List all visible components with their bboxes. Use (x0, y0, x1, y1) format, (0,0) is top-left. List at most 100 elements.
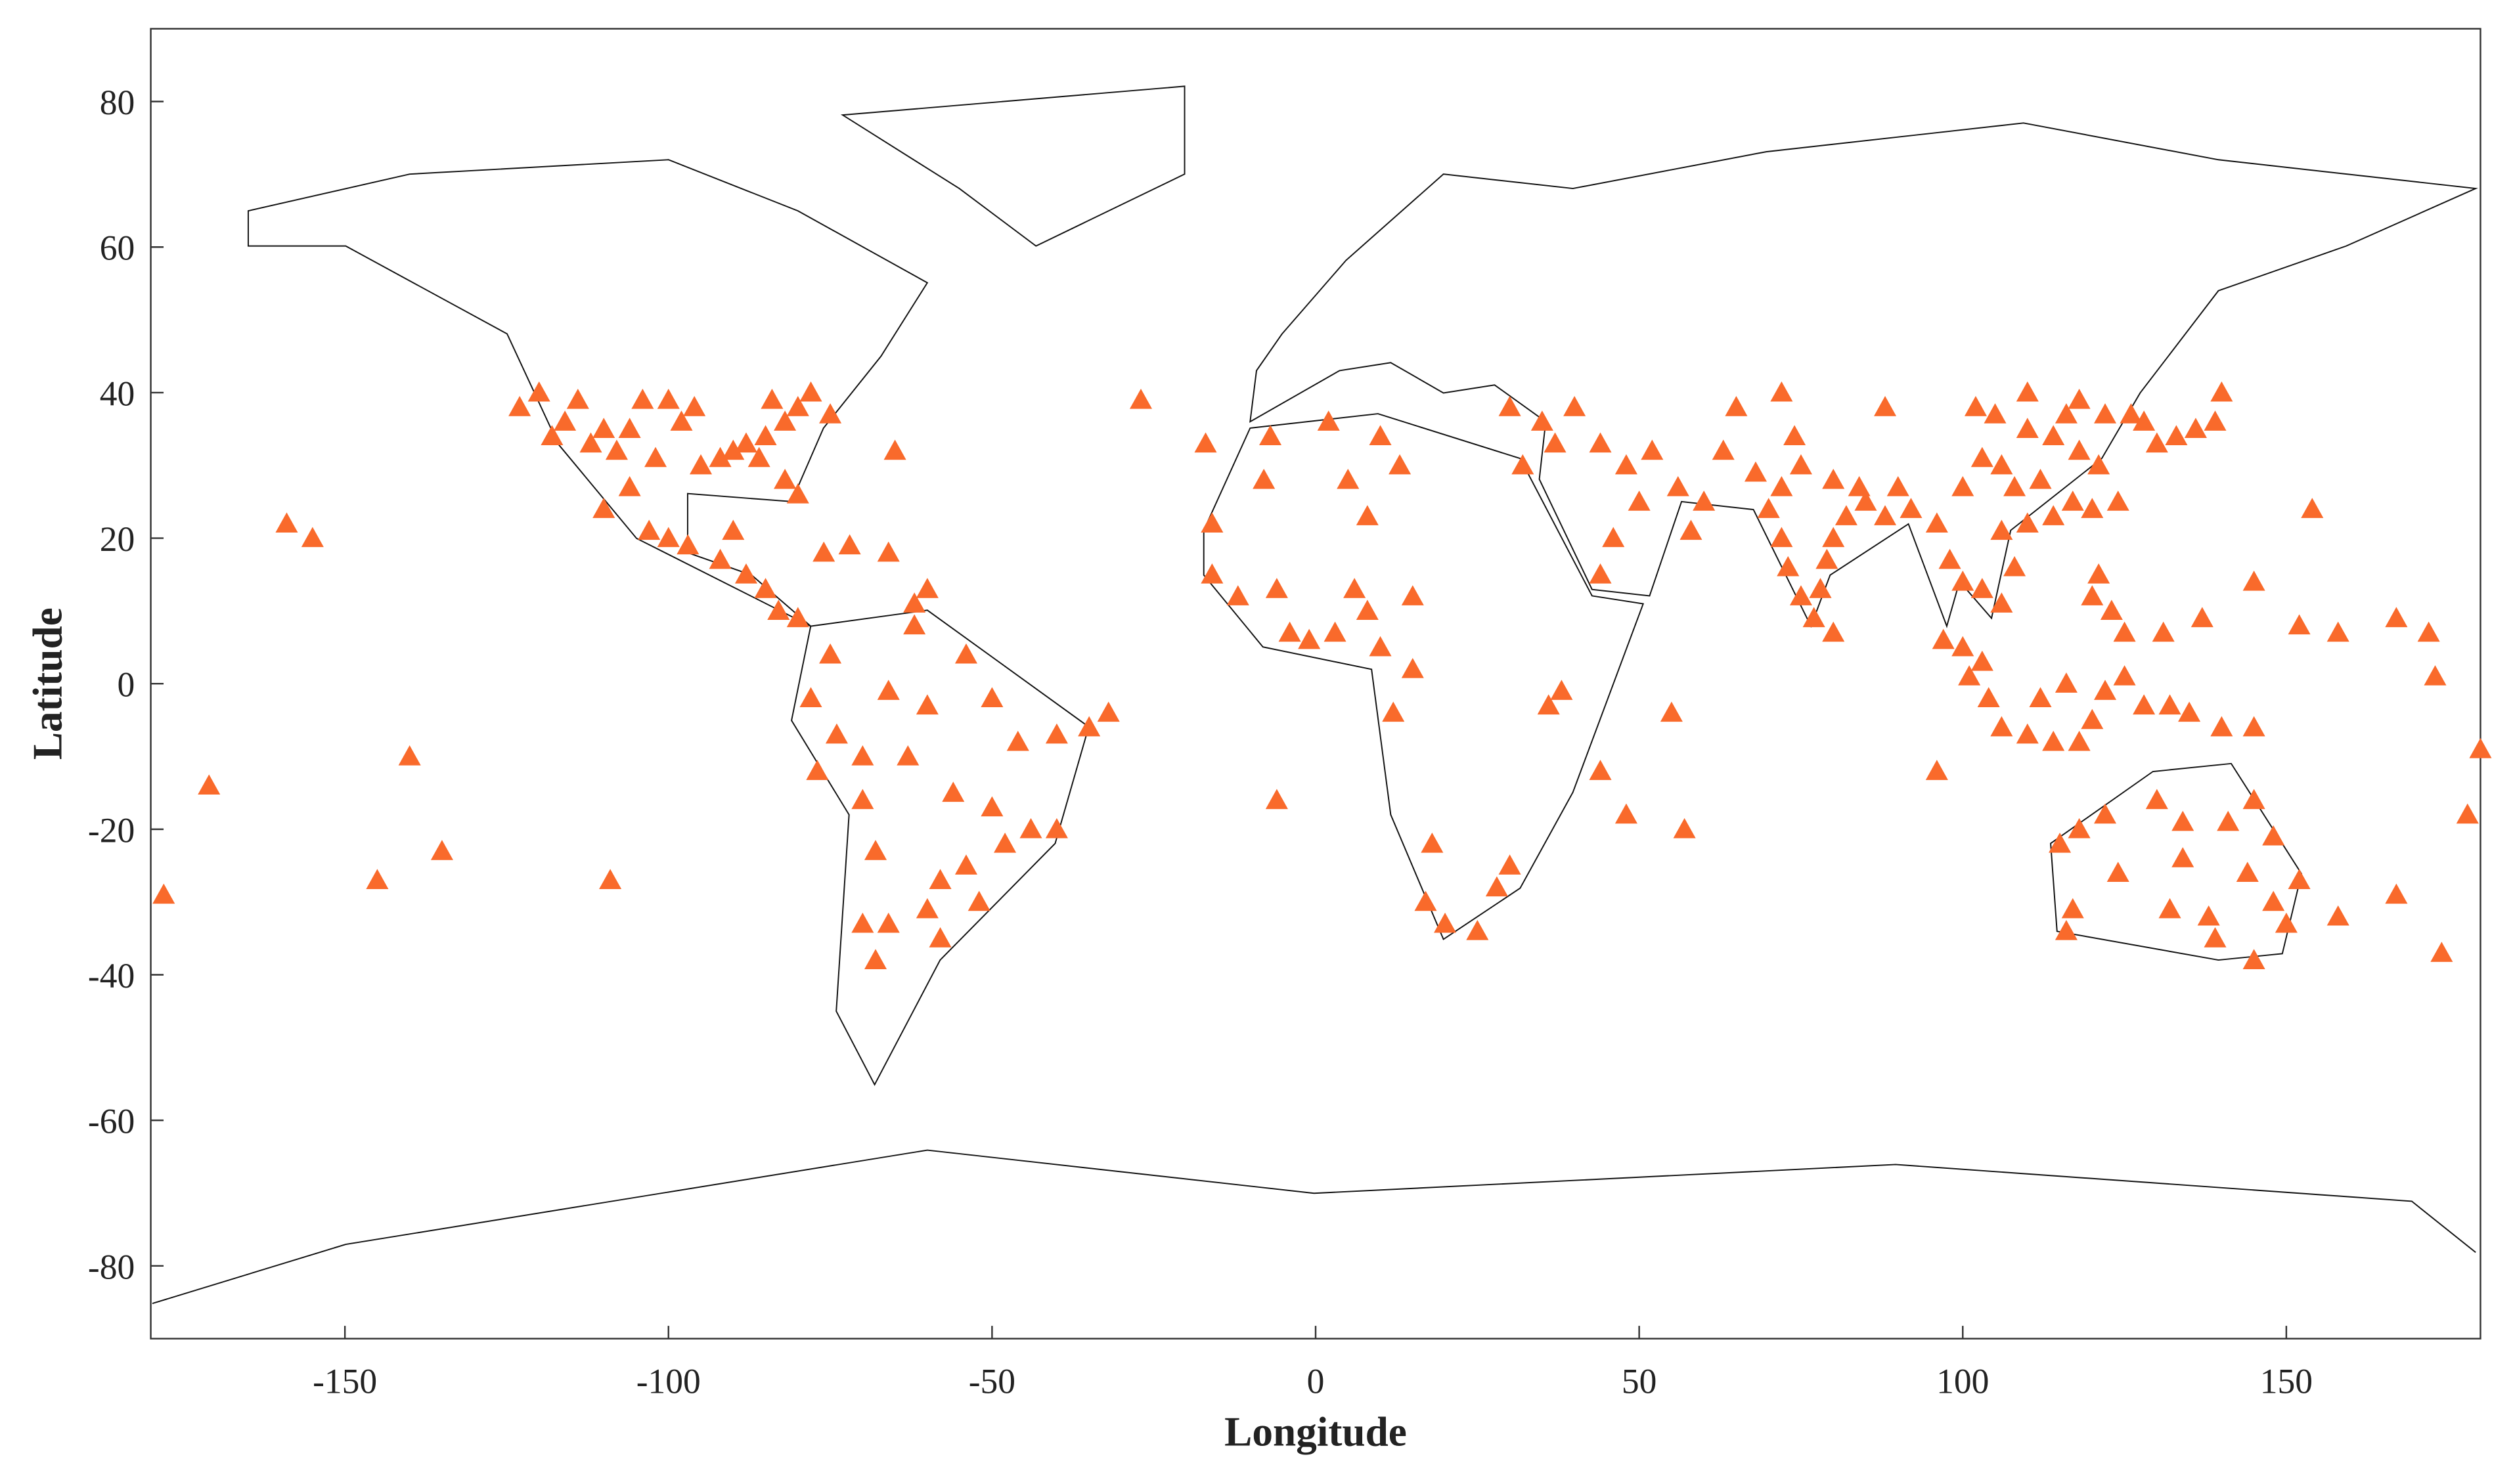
station-marker (1628, 491, 1651, 511)
station-marker (1421, 832, 1444, 853)
station-marker (1874, 396, 1897, 416)
station-marker (2210, 716, 2233, 737)
station-marker (2184, 418, 2207, 438)
station-marker (942, 781, 965, 802)
station-marker (1530, 410, 1553, 431)
station-marker (2049, 832, 2072, 853)
station-marker (2165, 425, 2188, 446)
station-marker (592, 498, 615, 518)
station-marker (2061, 491, 2084, 511)
station-marker (877, 912, 900, 933)
station-marker (2301, 498, 2324, 518)
station-marker (722, 519, 745, 540)
station-marker (981, 796, 1004, 817)
station-marker (1589, 432, 1612, 453)
x-tick-label: 50 (1622, 1361, 1657, 1401)
y-tick-label: 60 (100, 229, 135, 268)
station-marker (1693, 491, 1716, 511)
station-marker (774, 410, 797, 431)
world-map (152, 85, 2478, 1305)
station-marker (2087, 563, 2110, 584)
station-marker (1990, 592, 2013, 613)
station-marker (2385, 883, 2408, 904)
station-marker (786, 607, 809, 628)
station-marker (1951, 636, 1974, 657)
station-marker (1129, 388, 1153, 409)
station-marker (2016, 723, 2039, 744)
station-marker (2236, 862, 2259, 882)
station-marker (1770, 527, 1793, 548)
station-marker (398, 745, 421, 766)
continent-outline (840, 85, 1186, 247)
station-marker (722, 439, 745, 460)
station-marker (2210, 381, 2233, 402)
station-marker (1874, 505, 1897, 525)
station-marker (2068, 730, 2091, 751)
station-marker (1323, 621, 1346, 642)
station-marker (1854, 491, 1877, 511)
station-marker (1298, 628, 1321, 649)
station-marker (2158, 898, 2181, 919)
station-marker (1614, 454, 1637, 475)
station-marker (786, 396, 809, 416)
station-marker (2288, 869, 2311, 890)
station-marker (2133, 694, 2156, 715)
station-marker (683, 396, 706, 416)
station-marker (1802, 607, 1825, 628)
station-marker (1641, 439, 1664, 460)
station-marker (929, 869, 952, 890)
station-marker (1712, 439, 1735, 460)
y-tick-label: -80 (88, 1247, 135, 1286)
x-tick-label: 0 (1307, 1361, 1325, 1401)
station-marker (2029, 468, 2052, 489)
station-marker (2133, 410, 2156, 431)
station-marker (2120, 403, 2143, 424)
station-marker (1925, 760, 1948, 780)
continent-outline (152, 1149, 2476, 1305)
station-marker (1848, 475, 1871, 496)
station-marker (786, 483, 809, 504)
x-tick-label: 150 (2260, 1361, 2313, 1401)
station-marker (554, 410, 577, 431)
x-tick-label: -100 (636, 1361, 701, 1401)
station-marker (1414, 890, 1437, 911)
station-marker (954, 643, 978, 664)
station-marker (508, 396, 531, 416)
station-marker (1498, 396, 1521, 416)
station-marker (2204, 927, 2227, 948)
station-marker (2081, 498, 2104, 518)
station-marker (366, 869, 389, 890)
station-marker (1990, 519, 2013, 540)
station-marker (851, 745, 874, 766)
x-tick-label: -150 (313, 1361, 377, 1401)
station-marker (2061, 898, 2084, 919)
y-tick-label: 0 (117, 665, 135, 705)
y-tick-label: -60 (88, 1102, 135, 1141)
station-marker (599, 869, 622, 890)
station-marker (709, 548, 732, 569)
station-marker (1970, 447, 1993, 468)
station-marker (799, 381, 822, 402)
station-marker (2081, 585, 2104, 605)
station-marker (2042, 505, 2065, 525)
station-marker (1369, 636, 1392, 657)
station-marker (2178, 701, 2201, 722)
station-marker (2068, 439, 2091, 460)
station-marker (1589, 760, 1612, 780)
station-marker (689, 454, 713, 475)
station-marker (1815, 548, 1838, 569)
station-marker (579, 432, 602, 453)
station-marker (767, 600, 790, 621)
station-marker (754, 425, 777, 446)
station-marker (2326, 621, 2349, 642)
station-marker (430, 840, 453, 860)
station-marker (638, 519, 661, 540)
station-marker (1097, 701, 1120, 722)
station-marker (1550, 680, 1573, 700)
station-marker (566, 388, 589, 409)
station-marker (1900, 498, 1923, 518)
station-marker (2242, 789, 2265, 810)
station-marker (1343, 578, 1366, 598)
station-marker (734, 432, 758, 453)
station-marker (2242, 571, 2265, 591)
